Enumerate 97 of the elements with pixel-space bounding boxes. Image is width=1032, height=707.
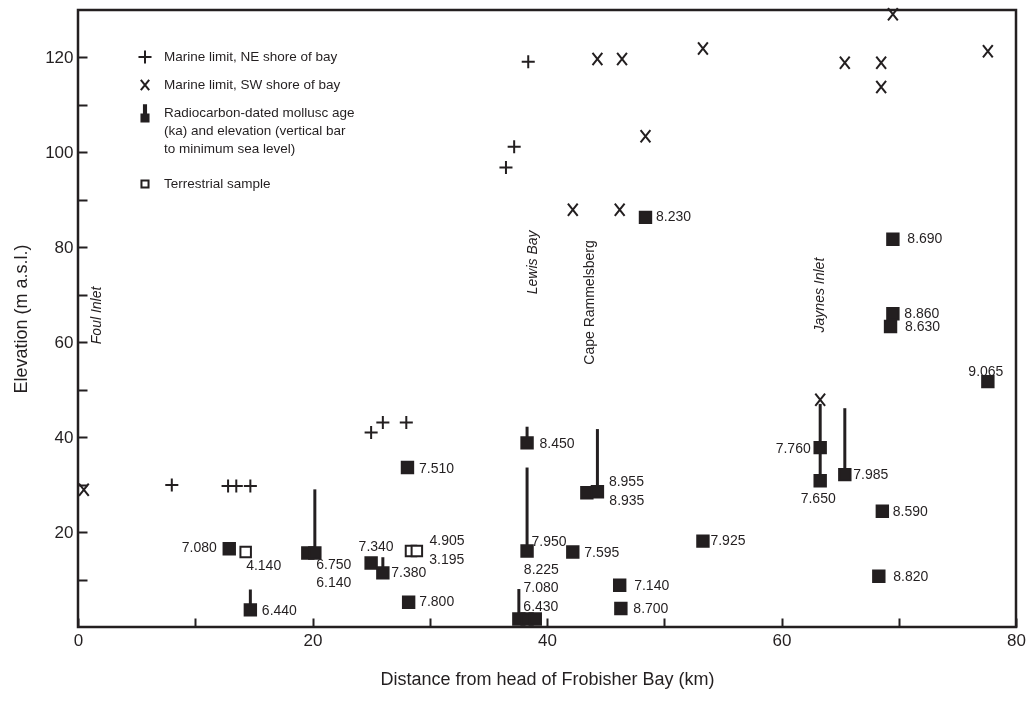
- annotation: 7.340: [358, 537, 394, 554]
- point: [363, 424, 379, 440]
- annotation: 7.800: [419, 593, 455, 610]
- point: [886, 7, 899, 22]
- point: [566, 545, 580, 559]
- point: [400, 460, 415, 475]
- point: [696, 534, 710, 548]
- y-axis-title: Elevation (m a.s.l.): [11, 244, 32, 394]
- legend-label: Terrestrial sample: [164, 176, 271, 191]
- point: [875, 55, 888, 70]
- point: [886, 232, 900, 246]
- point: [375, 414, 391, 430]
- annotation: 7.760: [775, 439, 811, 456]
- point: [639, 129, 652, 144]
- point: [813, 474, 827, 488]
- y-tick-label: 20: [54, 522, 74, 542]
- y-tick-label: 120: [45, 47, 74, 67]
- point: [875, 504, 890, 518]
- annotation: 4.905: [429, 532, 465, 549]
- point: [528, 612, 542, 626]
- annotation: Lewis Bay: [523, 229, 540, 295]
- point: [981, 44, 994, 59]
- point: [239, 545, 252, 559]
- annotation: 8.225: [523, 560, 560, 577]
- annotation: 7.595: [584, 544, 620, 561]
- point: [376, 566, 390, 580]
- point: [872, 569, 886, 583]
- x-tick-label: 80: [1007, 630, 1026, 650]
- point: [364, 556, 378, 570]
- x-tick-label: 40: [538, 630, 557, 650]
- point: [591, 51, 604, 67]
- point: [590, 485, 605, 499]
- point: [613, 202, 626, 217]
- x-tick-label: 20: [303, 630, 323, 650]
- point: [242, 478, 258, 494]
- annotation: 8.450: [539, 434, 575, 451]
- annotation: 8.690: [907, 230, 943, 247]
- annotation: 8.230: [655, 208, 692, 225]
- point: [814, 392, 827, 407]
- legend-label: Radiocarbon-dated mollusc age (ka) and elevation (vertical bar to minimum sea level): [164, 105, 355, 156]
- x-tick-label: 0: [73, 630, 84, 650]
- point: [614, 601, 628, 616]
- y-tick-label: 60: [54, 332, 74, 352]
- point: [243, 603, 258, 617]
- point: [612, 578, 627, 592]
- point: [813, 440, 827, 455]
- annotation: 4.140: [246, 557, 282, 574]
- annotation: 7.950: [531, 533, 567, 550]
- annotation: 6.750: [316, 555, 352, 572]
- annotation: 7.650: [800, 489, 836, 506]
- annotation: 6.430: [523, 597, 559, 614]
- point: [401, 595, 416, 610]
- point: [398, 414, 414, 430]
- point: [222, 541, 236, 556]
- annotation: 8.955: [608, 472, 645, 489]
- point: [886, 307, 900, 321]
- y-tick-label: 80: [54, 237, 74, 257]
- point: [638, 210, 653, 225]
- legend-label: Marine limit, NE shore of bay: [164, 49, 338, 64]
- annotation: Foul Inlet: [87, 285, 104, 345]
- annotation: 8.700: [633, 600, 669, 617]
- annotation: 7.080: [181, 538, 217, 555]
- point: [498, 160, 514, 176]
- point: [883, 319, 898, 334]
- y-tick-label: 100: [45, 142, 74, 162]
- annotation: 7.380: [391, 563, 427, 580]
- x-tick-label: 60: [772, 630, 792, 650]
- y-tick-label: 40: [54, 427, 74, 447]
- annotation: 6.440: [261, 601, 298, 618]
- point: [616, 51, 628, 67]
- point: [520, 54, 536, 70]
- annotation: 7.925: [710, 532, 746, 549]
- point: [520, 436, 534, 450]
- annotation: 3.195: [429, 551, 465, 568]
- annotation: 7.140: [634, 577, 670, 594]
- annotation: 6.140: [316, 573, 352, 590]
- annotation: 8.590: [892, 503, 929, 520]
- point: [164, 477, 180, 493]
- point: [875, 79, 888, 95]
- annotation: Jaynes Inlet: [810, 256, 827, 334]
- point: [697, 41, 709, 56]
- annotation: 7.510: [418, 459, 455, 476]
- annotation: 8.935: [609, 491, 645, 508]
- legend-label: Marine limit, SW shore of bay: [164, 77, 341, 92]
- point: [838, 55, 851, 70]
- point: [838, 467, 852, 482]
- annotation: 8.820: [893, 568, 929, 585]
- point: [308, 546, 322, 560]
- x-axis-title: Distance from head of Frobisher Bay (km): [380, 668, 715, 689]
- point: [520, 544, 534, 558]
- point: [77, 482, 90, 497]
- annotation: 7.985: [853, 465, 889, 482]
- annotation: 7.080: [523, 578, 559, 595]
- point: [410, 544, 424, 558]
- point: [506, 139, 522, 155]
- annotation: Cape Rammelsberg: [581, 240, 598, 365]
- point: [566, 202, 579, 217]
